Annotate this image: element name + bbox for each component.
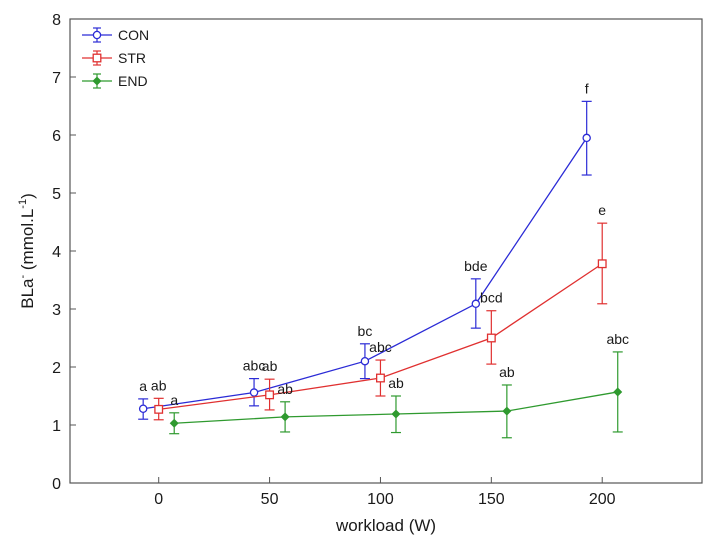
data-point-str: [265, 390, 275, 400]
legend-marker-end: [92, 76, 102, 86]
sig-label-end: a: [170, 392, 178, 408]
y-tick-label: 2: [52, 360, 61, 377]
sig-label-str: bcd: [480, 290, 503, 306]
y-tick-label: 6: [52, 128, 61, 145]
y-axis-title-main: BLa: [18, 278, 37, 309]
legend-item-end: END: [82, 73, 148, 89]
data-point-end: [391, 409, 401, 419]
sig-label-end: ab: [277, 381, 293, 397]
y-tick-label: 7: [52, 70, 61, 87]
legend-item-con: CON: [82, 27, 149, 43]
plot-frame: [69, 18, 703, 484]
y-tick-label: 4: [52, 244, 61, 261]
x-axis: 0 50 100 150 200: [154, 477, 616, 508]
x-axis-title: workload (W): [335, 516, 436, 535]
data-point-con: [582, 133, 591, 143]
data-point-end: [502, 406, 512, 416]
series-layer: [138, 100, 623, 439]
legend-label-con: CON: [118, 27, 149, 43]
x-tick-label: 100: [367, 491, 394, 508]
x-tick-label: 200: [589, 491, 616, 508]
y-axis-title-close: ): [18, 193, 37, 199]
series-con: [138, 100, 592, 420]
sig-label-con: bc: [358, 323, 373, 339]
sig-label-str: e: [598, 202, 606, 218]
data-point-end: [280, 412, 290, 422]
sig-label-str: ab: [262, 358, 278, 374]
legend-marker-con: [92, 30, 102, 40]
y-axis-title-unit: (mmol.L: [18, 209, 37, 275]
data-point-con: [249, 388, 259, 397]
x-tick-label: 150: [478, 491, 505, 508]
legend-label-end: END: [118, 73, 148, 89]
data-point-con: [360, 356, 370, 366]
sig-label-con: a: [139, 378, 147, 394]
y-tick-label: 8: [52, 12, 61, 29]
sig-label-con: f: [585, 80, 589, 96]
sig-label-con: abc: [243, 358, 266, 374]
y-axis: 0 1 2 3 4 5 6 7 8: [52, 12, 76, 493]
data-point-str: [597, 259, 607, 269]
data-point-con: [138, 404, 148, 414]
sig-label-end: ab: [388, 375, 404, 391]
y-axis-title-sup1: -: [17, 275, 29, 279]
data-point-str: [486, 333, 496, 343]
sig-label-str: ab: [151, 377, 167, 393]
y-tick-label: 1: [52, 418, 61, 435]
data-point-end: [169, 418, 179, 428]
series-str: [153, 222, 608, 421]
sig-label-end: ab: [499, 364, 515, 380]
data-point-str: [376, 373, 385, 383]
y-tick-label: 3: [52, 302, 61, 319]
legend-marker-str: [92, 53, 102, 63]
y-axis-title: BLa- (mmol.L-1): [17, 193, 37, 309]
data-point-str: [154, 404, 164, 414]
legend: CON STR END: [82, 27, 149, 89]
series-end: [169, 351, 623, 439]
data-point-con: [471, 299, 481, 309]
y-tick-label: 5: [52, 186, 61, 203]
y-axis-title-sup2: -1: [17, 199, 29, 209]
sig-label-str: abc: [369, 339, 392, 355]
x-tick-label: 0: [154, 491, 163, 508]
sig-label-con: bde: [464, 258, 488, 274]
legend-label-str: STR: [118, 50, 146, 66]
sig-label-end: abc: [606, 331, 629, 347]
y-tick-label: 0: [52, 476, 61, 493]
data-point-end: [613, 387, 623, 397]
legend-item-str: STR: [82, 50, 146, 66]
x-tick-label: 50: [261, 491, 279, 508]
